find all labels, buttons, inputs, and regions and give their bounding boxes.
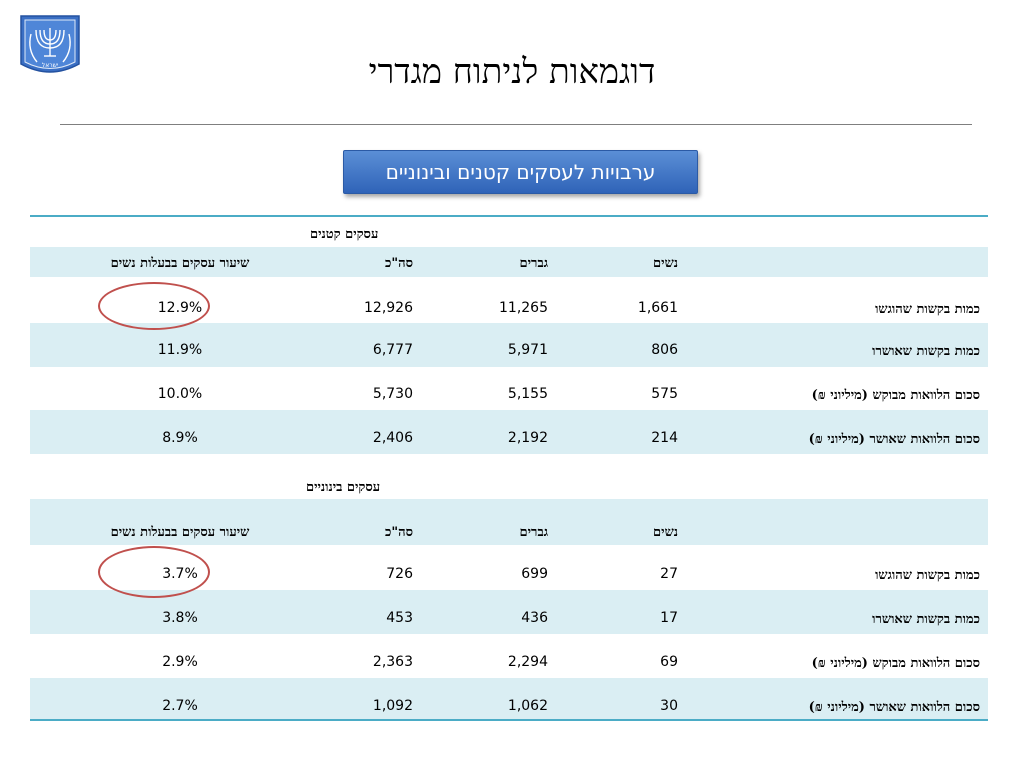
cell-women: 806 [651, 342, 678, 358]
cell-women: 17 [660, 610, 678, 626]
cell-total: 5,730 [372, 386, 413, 402]
table-bottom-border [30, 719, 988, 721]
cell-men: 699 [521, 566, 548, 582]
highlight-circle-medium [98, 546, 210, 598]
row-label: כמות בקשות שהוגשו [875, 302, 980, 317]
cell-men: 5,971 [507, 342, 548, 358]
title-divider [60, 124, 972, 125]
header-women-share: שיעור עסקים בבעלות נשים [110, 256, 250, 271]
table-row: כמות בקשות שאושרו 17 436 453 3.8% [30, 590, 988, 634]
table-row: סכום הלוואות שאושר (מיליוני ₪) 214 2,192… [30, 410, 988, 454]
header-women: נשים [653, 525, 678, 540]
cell-men: 1,062 [507, 698, 548, 714]
header-men: גברים [519, 256, 548, 271]
cell-total: 1,092 [372, 698, 413, 714]
row-label: סכום הלוואות מבוקש (מיליוני ₪) [811, 656, 980, 671]
section-banner: ערבויות לעסקים קטנים ובינוניים [343, 150, 698, 194]
cell-women-share: 11.9% [157, 342, 203, 358]
section-title-small: עסקים קטנים [310, 227, 379, 242]
header-women: נשים [653, 256, 678, 271]
cell-women-share: 8.9% [162, 430, 198, 446]
header-row-medium: נשים גברים סה"כ שיעור עסקים בבעלות נשים [30, 499, 988, 545]
header-total: סה"כ [385, 525, 413, 540]
cell-total: 726 [386, 566, 413, 582]
cell-women: 1,661 [637, 300, 678, 316]
cell-men: 11,265 [499, 300, 548, 316]
table-top-border [30, 215, 988, 217]
cell-men: 5,155 [507, 386, 548, 402]
cell-men: 2,294 [507, 654, 548, 670]
emblem-logo-icon: ישראל [20, 15, 80, 73]
header-row-small: נשים גברים סה"כ שיעור עסקים בבעלות נשים [30, 247, 988, 277]
table-row: סכום הלוואות שאושר (מיליוני ₪) 30 1,062 … [30, 678, 988, 719]
row-label: סכום הלוואות מבוקש (מיליוני ₪) [811, 388, 980, 403]
cell-women-share: 2.9% [162, 654, 198, 670]
header-men: גברים [519, 525, 548, 540]
cell-women-share: 10.0% [157, 386, 203, 402]
cell-total: 12,926 [364, 300, 413, 316]
table-row: סכום הלוואות מבוקש (מיליוני ₪) 575 5,155… [30, 367, 988, 411]
cell-men: 2,192 [507, 430, 548, 446]
cell-total: 2,363 [372, 654, 413, 670]
header-women-share: שיעור עסקים בבעלות נשים [110, 525, 250, 540]
highlight-circle-small [98, 282, 210, 330]
row-label: כמות בקשות שהוגשו [875, 568, 980, 583]
cell-women: 27 [660, 566, 678, 582]
cell-total: 453 [386, 610, 413, 626]
svg-text:ישראל: ישראל [42, 62, 58, 69]
cell-men: 436 [521, 610, 548, 626]
cell-women: 214 [651, 430, 678, 446]
cell-women-share: 2.7% [162, 698, 198, 714]
table-row: כמות בקשות שאושרו 806 5,971 6,777 11.9% [30, 323, 988, 367]
row-label: סכום הלוואות שאושר (מיליוני ₪) [808, 432, 980, 447]
cell-women-share: 3.8% [162, 610, 198, 626]
row-label: סכום הלוואות שאושר (מיליוני ₪) [808, 700, 980, 715]
row-label: כמות בקשות שאושרו [872, 612, 980, 627]
page-title: דוגמאות לניתוח מגדרי [368, 52, 656, 92]
cell-women: 575 [651, 386, 678, 402]
cell-total: 2,406 [372, 430, 413, 446]
table-row: סכום הלוואות מבוקש (מיליוני ₪) 69 2,294 … [30, 634, 988, 678]
cell-total: 6,777 [372, 342, 413, 358]
header-total: סה"כ [385, 256, 413, 271]
section-title-medium: עסקים בינוניים [306, 480, 381, 495]
row-label: כמות בקשות שאושרו [872, 344, 980, 359]
cell-women: 30 [660, 698, 678, 714]
cell-women: 69 [660, 654, 678, 670]
